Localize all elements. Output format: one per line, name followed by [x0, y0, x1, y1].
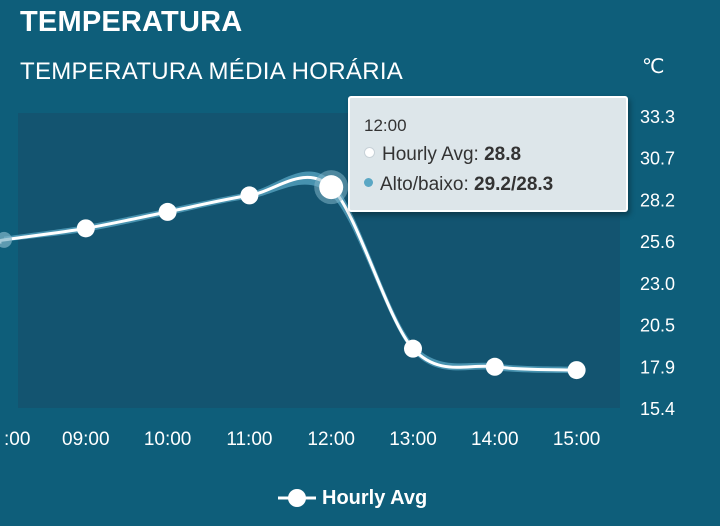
tooltip-time: 12:00 [364, 116, 407, 135]
x-tick-label: 09:00 [62, 429, 110, 450]
y-tick-label: 25.6 [640, 232, 675, 252]
y-tick-label: 20.5 [640, 316, 675, 336]
x-tick-label: 13:00 [389, 429, 437, 450]
x-tick-label: 14:00 [471, 429, 519, 450]
data-point-11:00[interactable] [240, 186, 259, 205]
tooltip-range-value: 29.2/28.3 [474, 174, 554, 195]
x-tick-label: 11:00 [226, 429, 272, 450]
y-tick-label: 23.0 [640, 274, 675, 294]
y-tick-label: 17.9 [640, 357, 675, 377]
x-tick-label: 15:00 [553, 429, 601, 450]
data-point-15:00[interactable] [567, 361, 586, 380]
hourly-avg-line [0, 175, 577, 372]
y-tick-label: 30.7 [640, 149, 675, 169]
y-tick-label: 28.2 [640, 190, 675, 210]
tooltip-range-label: Alto/baixo: [380, 174, 474, 195]
data-point-14:00[interactable] [485, 357, 504, 376]
legend-line-marker-icon [278, 489, 316, 507]
card-title: TEMPERATURA [20, 6, 243, 38]
data-point-12:00[interactable] [319, 175, 344, 200]
range-dot-icon [364, 178, 373, 188]
x-tick-label: 12:00 [307, 429, 355, 450]
y-tick-label: 15.4 [640, 399, 675, 419]
data-point-10:00[interactable] [158, 202, 177, 221]
tooltip-avg-row: Hourly Avg: 28.8 [364, 144, 521, 166]
data-point-13:00[interactable] [404, 339, 422, 358]
x-tick-label: 10:00 [144, 429, 192, 450]
tooltip-range-row: Alto/baixo: 29.2/28.3 [364, 174, 553, 196]
unit-label: ℃ [642, 56, 665, 78]
tooltip-avg-value: 28.8 [484, 144, 522, 165]
chart-subtitle: TEMPERATURA MÉDIA HORÁRIA [20, 58, 404, 85]
y-tick-label: 33.3 [640, 107, 675, 127]
chart-tooltip: 12:00 Hourly Avg: 28.8 Alto/baixo: 29.2/… [348, 96, 628, 212]
legend-label: Hourly Avg [322, 486, 428, 509]
data-point-09:00[interactable] [76, 219, 95, 238]
chart-legend[interactable]: Hourly Avg [278, 484, 427, 512]
x-tick-label: :00 [4, 429, 30, 450]
avg-dot-icon [364, 147, 375, 159]
data-point-08:00[interactable] [0, 231, 12, 248]
tooltip-avg-label: Hourly Avg: [382, 144, 485, 165]
